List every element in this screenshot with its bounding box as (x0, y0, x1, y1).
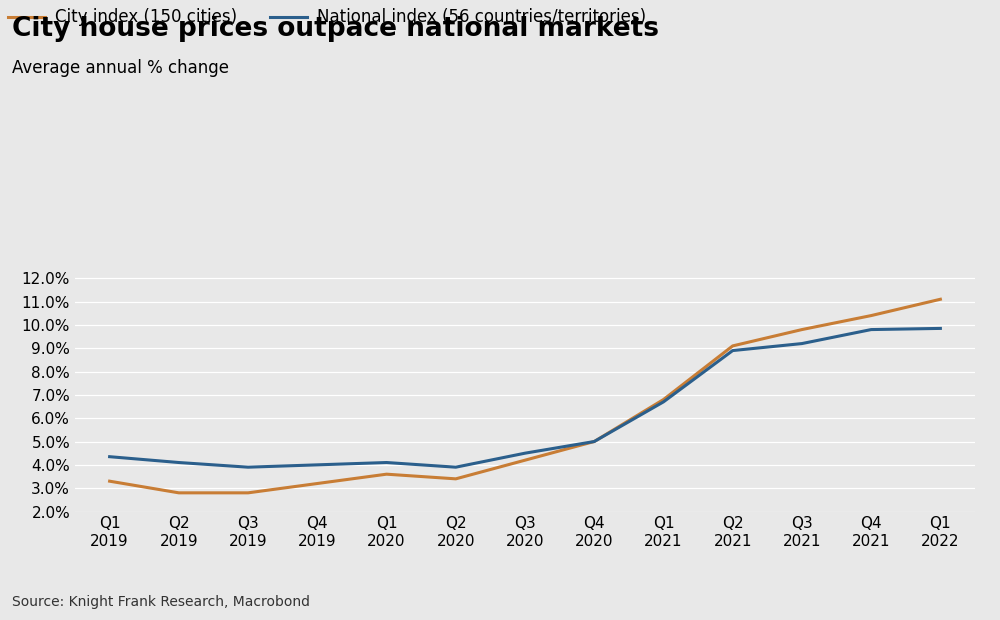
National index (56 countries/territories) (727, 347, 739, 354)
City index (150 cities) (727, 342, 739, 350)
City index (150 cities) (242, 489, 254, 497)
National index (56 countries/territories) (796, 340, 808, 347)
National index (56 countries/territories) (450, 464, 462, 471)
City index (150 cities) (381, 471, 393, 478)
Text: Average annual % change: Average annual % change (12, 59, 229, 77)
National index (56 countries/territories) (519, 450, 531, 457)
Line: National index (56 countries/territories): National index (56 countries/territories… (110, 329, 940, 467)
City index (150 cities) (519, 456, 531, 464)
National index (56 countries/territories) (865, 326, 877, 334)
City index (150 cities) (796, 326, 808, 334)
National index (56 countries/territories) (104, 453, 116, 461)
City index (150 cities) (657, 396, 669, 403)
City index (150 cities) (450, 475, 462, 482)
Text: Source: Knight Frank Research, Macrobond: Source: Knight Frank Research, Macrobond (12, 595, 310, 609)
National index (56 countries/territories) (173, 459, 185, 466)
National index (56 countries/territories) (588, 438, 600, 445)
National index (56 countries/territories) (934, 325, 946, 332)
National index (56 countries/territories) (657, 398, 669, 405)
National index (56 countries/territories) (242, 464, 254, 471)
City index (150 cities) (104, 477, 116, 485)
City index (150 cities) (173, 489, 185, 497)
National index (56 countries/territories) (311, 461, 323, 469)
Text: City house prices outpace national markets: City house prices outpace national marke… (12, 16, 659, 42)
Line: City index (150 cities): City index (150 cities) (110, 299, 940, 493)
City index (150 cities) (934, 296, 946, 303)
City index (150 cities) (865, 312, 877, 319)
Legend: City index (150 cities), National index (56 countries/territories): City index (150 cities), National index … (8, 8, 646, 26)
City index (150 cities) (311, 480, 323, 487)
National index (56 countries/territories) (381, 459, 393, 466)
City index (150 cities) (588, 438, 600, 445)
